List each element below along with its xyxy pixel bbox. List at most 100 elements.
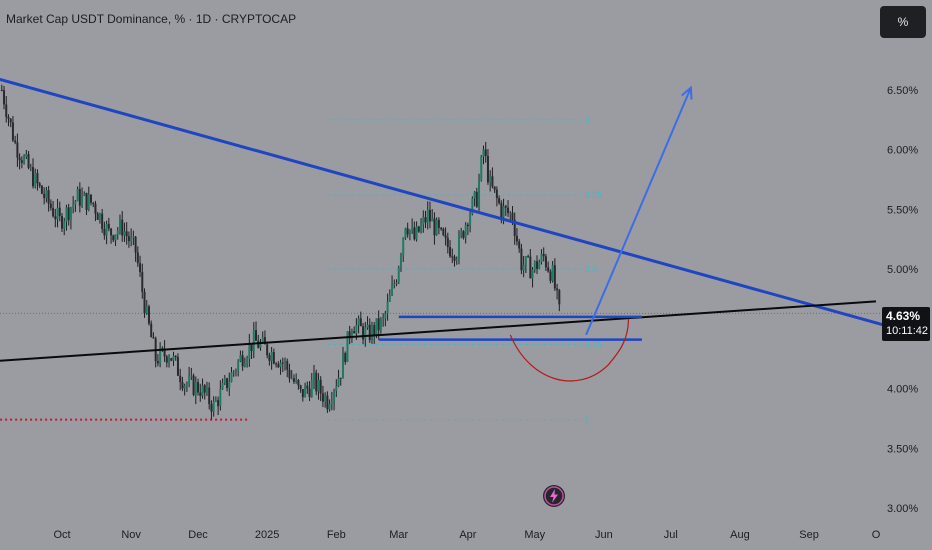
candle-body — [493, 186, 496, 190]
candle-body — [87, 194, 90, 210]
candle-body — [286, 360, 289, 370]
candle-body — [449, 247, 452, 257]
candle-body — [152, 337, 155, 339]
candle-body — [205, 387, 208, 393]
candle-body — [201, 385, 204, 396]
candle-body — [395, 282, 398, 284]
candle-body — [393, 283, 396, 285]
ascending-trendline — [0, 300, 877, 362]
candle-body — [319, 379, 322, 394]
candles-group — [0, 84, 561, 420]
candle-body — [127, 236, 130, 242]
candle-body — [214, 400, 217, 402]
candle-body — [94, 203, 97, 214]
candle-body — [290, 378, 293, 380]
candle-body — [29, 167, 32, 169]
candle-body — [413, 227, 416, 240]
candle-body — [391, 284, 394, 295]
lightning-icon[interactable] — [543, 485, 565, 507]
fib-level-label: 0 — [585, 115, 590, 125]
candle-body — [292, 378, 295, 382]
candle-body — [217, 400, 220, 407]
candle-body — [139, 263, 142, 273]
candle-body — [415, 226, 418, 240]
y-axis-tick-label: 3.50% — [887, 443, 918, 455]
candle-body — [150, 323, 153, 338]
candle-body — [330, 401, 333, 405]
candle-body — [110, 228, 113, 236]
candle-body — [471, 198, 474, 215]
candle-body — [92, 202, 95, 204]
candle-body — [281, 362, 284, 364]
projection-arrow-head — [681, 85, 693, 100]
candle-body — [299, 385, 302, 390]
candle-body — [324, 395, 327, 402]
candle-body — [78, 188, 81, 206]
candle-body — [101, 213, 104, 229]
candle-body — [388, 294, 391, 302]
candle-body — [553, 265, 556, 289]
fib-level-label: 1 — [585, 415, 590, 425]
candle-body — [85, 192, 88, 210]
candle-body — [440, 227, 443, 229]
candle-body — [121, 219, 124, 236]
candle-body — [462, 231, 465, 238]
candle-body — [489, 176, 492, 183]
candle-body — [232, 371, 235, 373]
candle-body — [116, 230, 119, 235]
current-price-label: 4.63% — [886, 309, 921, 323]
candle-body — [188, 375, 191, 384]
candle-body — [257, 340, 260, 348]
candle-body — [112, 235, 115, 241]
candle-body — [355, 324, 358, 334]
descending-trendline — [0, 77, 886, 327]
candle-body — [422, 217, 425, 225]
candle-body — [549, 271, 552, 281]
unit-toggle-button[interactable]: % — [880, 6, 926, 38]
candle-body — [466, 224, 469, 227]
candle-body — [500, 203, 503, 218]
candle-body — [266, 344, 269, 356]
candle-body — [540, 253, 543, 263]
candle-body — [529, 256, 532, 279]
candle-body — [81, 195, 84, 206]
candle-body — [67, 207, 70, 221]
candle-body — [444, 235, 447, 238]
candle-body — [250, 343, 253, 351]
candle-body — [486, 155, 489, 183]
candle-body — [38, 183, 41, 186]
candle-body — [136, 252, 139, 264]
candle-body — [344, 353, 347, 362]
candle-body — [123, 231, 126, 236]
candle-body — [105, 223, 108, 236]
candle-body — [9, 118, 12, 123]
candle-body — [65, 207, 68, 222]
candle-body — [515, 235, 518, 242]
candle-body — [161, 347, 164, 349]
candle-body — [520, 248, 523, 271]
candle-body — [230, 372, 233, 382]
candle-body — [373, 325, 376, 336]
candle-body — [310, 380, 313, 397]
candle-body — [145, 306, 148, 314]
candle-body — [89, 194, 92, 203]
candle-body — [502, 206, 505, 218]
candle-body — [522, 265, 525, 271]
candle-body — [538, 262, 541, 269]
chart-title: Market Cap USDT Dominance, % · 1D · CRYP… — [6, 12, 297, 26]
candle-body — [11, 122, 14, 141]
candle-body — [484, 149, 487, 156]
candle-body — [241, 355, 244, 367]
candle-body — [96, 213, 99, 220]
candle-body — [228, 381, 231, 389]
candle-body — [7, 116, 10, 119]
candle-body — [451, 256, 454, 258]
candle-body — [176, 356, 179, 376]
candle-body — [277, 364, 280, 368]
candle-body — [341, 353, 344, 379]
candle-body — [313, 372, 316, 381]
candle-body — [261, 337, 264, 343]
projection-arrow-line — [585, 87, 692, 336]
candle-body — [504, 206, 507, 208]
